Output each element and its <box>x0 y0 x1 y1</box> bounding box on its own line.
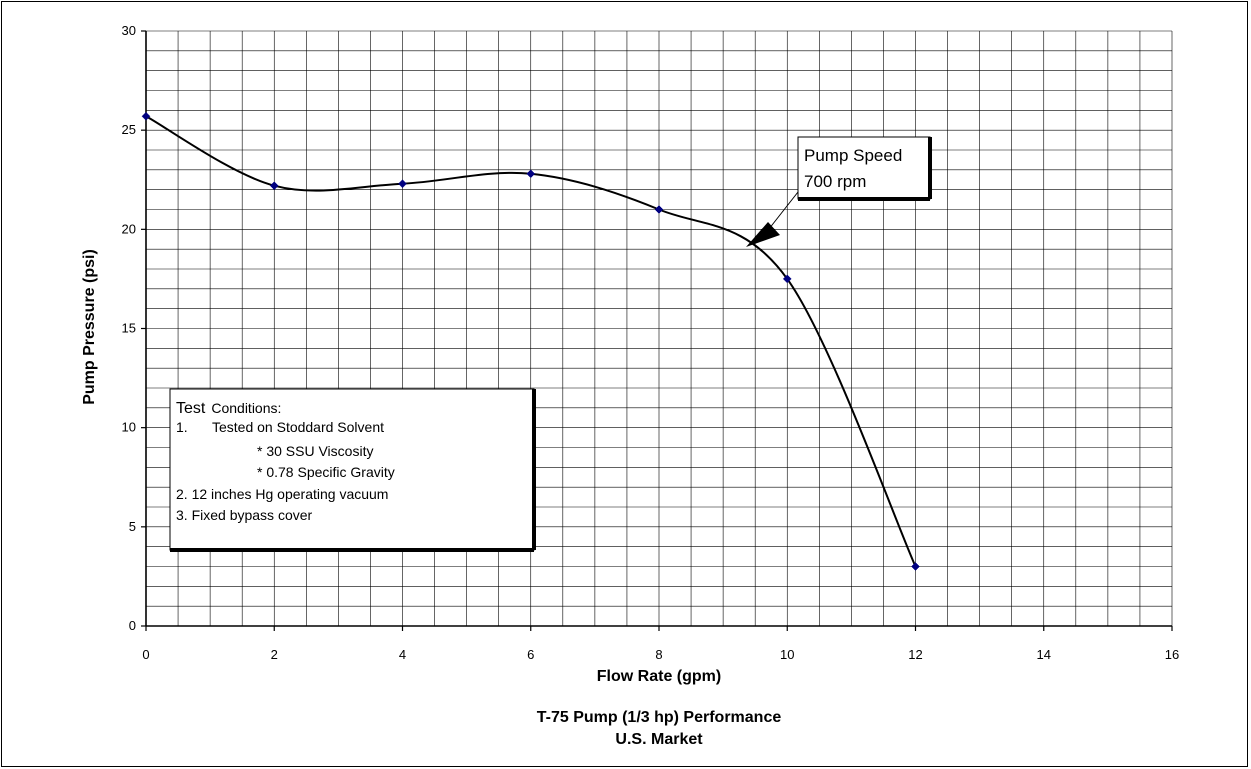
y-tick-label: 0 <box>129 618 136 633</box>
y-axis-title: Pump Pressure (psi) <box>81 249 98 405</box>
caption-subtitle: U.S. Market <box>615 731 703 748</box>
data-point <box>526 169 536 179</box>
x-tick-label: 4 <box>399 647 406 662</box>
axes <box>141 30 1173 631</box>
y-tick-label: 20 <box>122 221 136 236</box>
x-tick-label: 2 <box>271 647 278 662</box>
callout-line2: 700 rpm <box>804 172 866 191</box>
x-tick-label: 12 <box>908 647 922 662</box>
test-item3: 3. Fixed bypass cover <box>176 507 313 523</box>
test-item1-text: Tested on Stoddard Solvent <box>212 419 384 435</box>
test-item1-sub2: * 0.78 Specific Gravity <box>257 464 395 480</box>
test-heading-word: Test <box>176 400 206 417</box>
x-tick-label: 10 <box>780 647 794 662</box>
y-tick-label: 5 <box>129 519 136 534</box>
data-point <box>911 562 920 571</box>
y-tick-label: 15 <box>122 321 136 336</box>
test-item1-sub1: * 30 SSU Viscosity <box>257 443 373 459</box>
y-tick-label: 25 <box>122 122 136 137</box>
callout-arrowhead <box>746 222 780 247</box>
data-point <box>141 111 151 121</box>
test-item2: 2. 12 inches Hg operating vacuum <box>176 486 388 502</box>
x-tick-label: 8 <box>655 647 662 662</box>
test-heading-rest: Conditions: <box>211 400 281 416</box>
callout-line1: Pump Speed <box>804 146 902 165</box>
y-tick-label: 10 <box>122 420 136 435</box>
x-axis-title: Flow Rate (gpm) <box>597 668 721 685</box>
data-point <box>269 181 279 191</box>
y-tick-label: 30 <box>122 23 136 38</box>
data-markers <box>141 111 920 571</box>
test-conditions-box: Test Conditions: 1. Tested on Stoddard So… <box>169 388 536 552</box>
pump-speed-callout: Pump Speed 700 rpm <box>746 136 932 247</box>
x-tick-label: 6 <box>527 647 534 662</box>
x-tick-labels: 0 2 4 6 8 10 12 14 16 <box>142 647 1179 662</box>
data-point <box>782 274 792 284</box>
x-tick-label: 14 <box>1037 647 1051 662</box>
data-point <box>398 179 407 189</box>
x-tick-label: 16 <box>1165 647 1179 662</box>
caption-title: T-75 Pump (1/3 hp) Performance <box>537 709 782 726</box>
test-item1-number: 1. <box>176 419 188 435</box>
x-tick-label: 0 <box>142 647 149 662</box>
y-tick-labels: 0 5 10 15 20 25 30 <box>122 23 136 633</box>
data-point <box>654 205 664 214</box>
